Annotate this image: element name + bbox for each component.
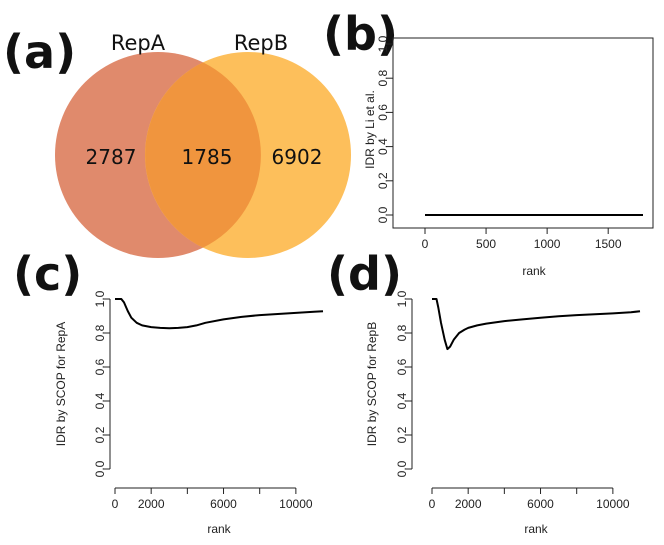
panel-label-a: (a) bbox=[3, 25, 76, 79]
y-tick-label: 0.2 bbox=[395, 426, 409, 443]
y-tick-label: 0.0 bbox=[395, 460, 409, 477]
plot-frame bbox=[392, 37, 654, 229]
venn-count-overlap: 1785 bbox=[182, 145, 233, 169]
y-axis-title: IDR by Li et al. bbox=[363, 90, 377, 169]
x-axis-title: rank bbox=[522, 264, 546, 278]
panel-label-c: (c) bbox=[13, 247, 82, 301]
venn-count-repb-only: 6902 bbox=[272, 145, 323, 169]
x-axis-title: rank bbox=[207, 522, 231, 536]
x-tick-label: 0 bbox=[112, 497, 119, 511]
x-tick-label: 0 bbox=[422, 237, 429, 251]
y-tick-label: 0.4 bbox=[395, 392, 409, 409]
series-line bbox=[432, 298, 641, 351]
panel-label-d: (d) bbox=[327, 247, 402, 301]
chart-b: 0 500 1000 1500 0.0 0.2 0.4 0.6 0.8 1.0 rank IDR by… bbox=[363, 35, 654, 278]
venn-label-repa: RepA bbox=[111, 31, 166, 55]
y-tick-label: 0.2 bbox=[376, 172, 390, 189]
y-axis-title: IDR by SCOP for RepB bbox=[365, 322, 379, 447]
series-line bbox=[115, 298, 324, 330]
y-tick-label: 0.6 bbox=[93, 358, 107, 375]
x-tick-label: 10000 bbox=[596, 497, 630, 511]
x-tick-label: 2000 bbox=[455, 497, 482, 511]
chart-d: 0 2000 6000 10000 0.0 0.2 0.4 0.6 0.8 1.0 rank IDR … bbox=[365, 290, 641, 536]
venn-label-repb: RepB bbox=[234, 31, 288, 55]
x-tick-label: 0 bbox=[429, 497, 436, 511]
y-tick-label: 0.8 bbox=[376, 70, 390, 87]
y-tick-label: 0.8 bbox=[93, 324, 107, 341]
chart-c: 0 2000 6000 10000 0.0 0.2 0.4 0.6 0.8 1.0 rank IDR … bbox=[54, 290, 324, 536]
x-tick-label: 6000 bbox=[210, 497, 237, 511]
y-tick-label: 0.0 bbox=[376, 206, 390, 223]
x-tick-label: 2000 bbox=[138, 497, 165, 511]
x-tick-label: 1500 bbox=[595, 237, 622, 251]
y-tick-label: 0.6 bbox=[395, 358, 409, 375]
y-axis-title: IDR by SCOP for RepA bbox=[54, 322, 68, 447]
y-tick-label: 0.8 bbox=[395, 324, 409, 341]
x-tick-label: 10000 bbox=[279, 497, 313, 511]
venn-diagram: RepA RepB 2787 1785 6902 bbox=[55, 31, 351, 258]
y-tick-label: 0.4 bbox=[376, 138, 390, 155]
y-tick-label: 1.0 bbox=[376, 35, 390, 52]
x-axis-title: rank bbox=[524, 522, 548, 536]
venn-overlap-region bbox=[145, 62, 261, 248]
y-tick-label: 0.4 bbox=[93, 392, 107, 409]
y-tick-label: 1.0 bbox=[93, 290, 107, 307]
panel-label-b: (b) bbox=[323, 7, 398, 61]
y-tick-label: 0.6 bbox=[376, 104, 390, 121]
y-tick-label: 0.2 bbox=[93, 426, 107, 443]
x-tick-label: 6000 bbox=[527, 497, 554, 511]
x-tick-label: 1000 bbox=[534, 237, 561, 251]
y-tick-label: 1.0 bbox=[395, 290, 409, 307]
venn-count-repa-only: 2787 bbox=[86, 145, 137, 169]
x-tick-label: 500 bbox=[476, 237, 496, 251]
y-tick-label: 0.0 bbox=[93, 460, 107, 477]
